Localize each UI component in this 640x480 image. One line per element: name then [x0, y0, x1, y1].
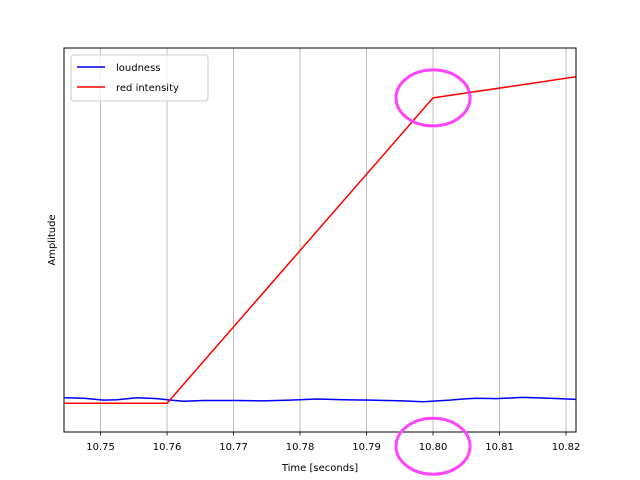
series-line-red-intensity	[64, 76, 576, 404]
legend-label-red-intensity: red intensity	[116, 83, 179, 94]
x-axis: 10.75 10.76 10.77 10.78 10.79 10.80 10.81 10.82	[86, 432, 580, 453]
legend-box	[70, 54, 209, 102]
x-tick-label-6: 10.81	[485, 442, 514, 453]
series-lines	[64, 76, 576, 404]
annotation-ellipse-0	[394, 68, 472, 128]
x-tick-label-0: 10.75	[86, 442, 115, 453]
grid	[100, 48, 567, 432]
x-tick-label-7: 10.82	[552, 442, 581, 453]
legend: loudness red intensity	[70, 54, 209, 102]
legend-label-loudness: loudness	[116, 63, 161, 74]
x-tick-label-4: 10.79	[352, 442, 381, 453]
y-axis-label: Amplitude	[47, 214, 58, 265]
annotation-ellipse-1	[394, 416, 472, 476]
plot-frame	[63, 47, 577, 433]
annotations	[394, 68, 472, 476]
x-tick-label-5: 10.80	[419, 442, 448, 453]
x-tick-label-1: 10.76	[153, 442, 182, 453]
x-axis-label: Time [seconds]	[281, 463, 358, 474]
series-line-loudness	[64, 396, 576, 403]
x-tick-label-3: 10.78	[286, 442, 315, 453]
x-tick-label-2: 10.77	[219, 442, 248, 453]
